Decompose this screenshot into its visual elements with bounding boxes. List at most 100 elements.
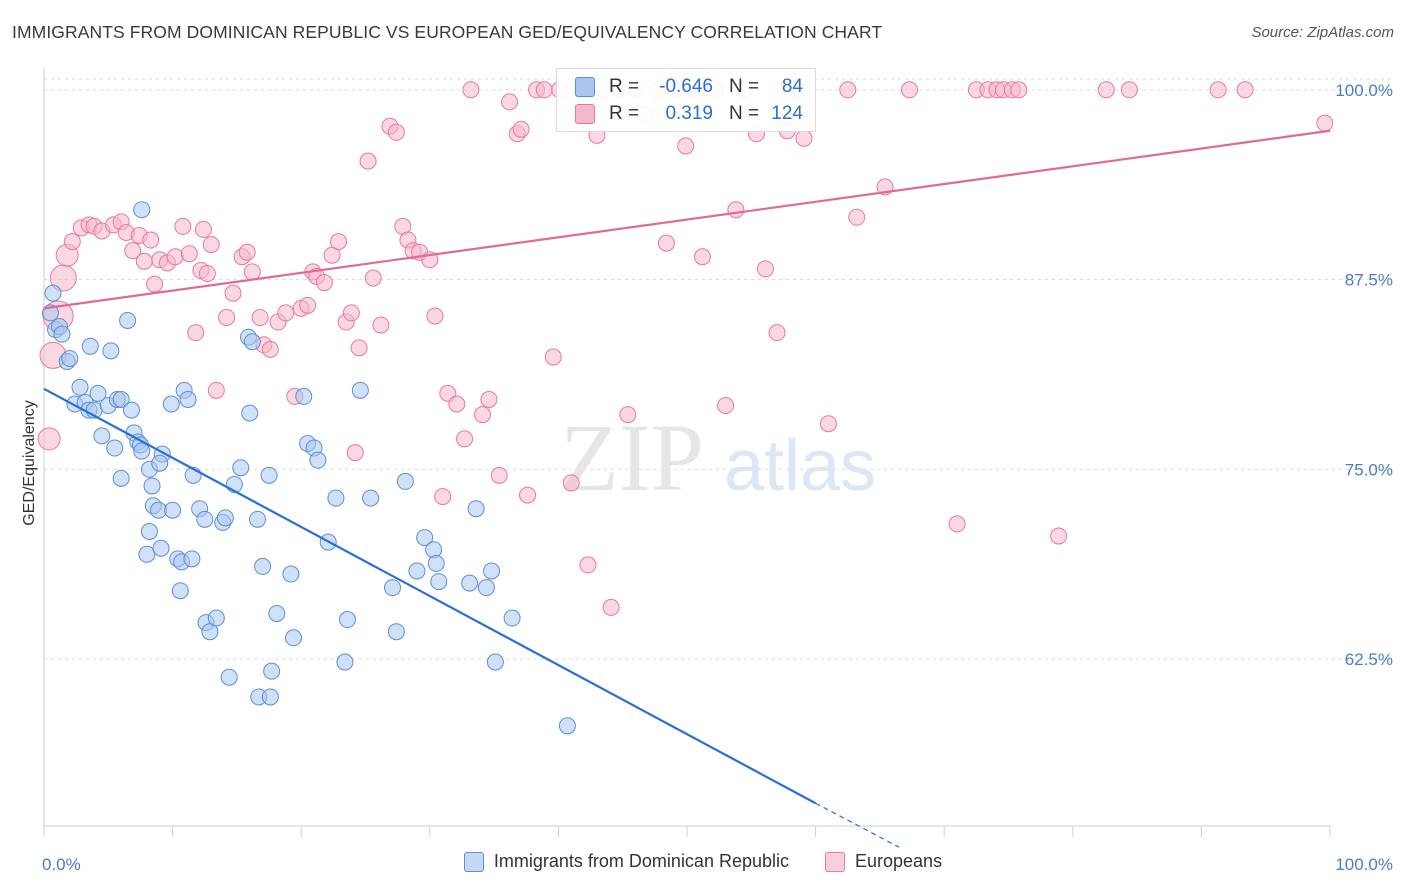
y-tick-label: 100.0% — [1335, 81, 1393, 100]
data-point — [149, 501, 167, 519]
stats-r-value: 0.319 — [665, 103, 713, 124]
data-point — [260, 466, 278, 484]
stats-n-value: 124 — [771, 103, 803, 124]
data-point — [261, 340, 279, 358]
stats-swatch-blue — [575, 77, 595, 97]
data-point — [329, 233, 347, 251]
data-point — [727, 201, 745, 219]
data-point — [579, 556, 597, 574]
data-point — [196, 510, 214, 528]
data-point — [102, 342, 120, 360]
data-point — [179, 390, 197, 408]
data-point — [503, 609, 521, 627]
data-point — [372, 316, 390, 334]
data-point — [187, 324, 205, 342]
data-point — [277, 304, 295, 322]
data-point — [467, 500, 485, 518]
data-point — [1050, 527, 1068, 545]
data-point — [948, 515, 966, 533]
data-point — [112, 469, 130, 487]
stats-n-label: N = — [729, 103, 760, 124]
data-point — [224, 284, 242, 302]
data-point — [416, 529, 434, 547]
legend-item-europeans[interactable]: Europeans — [825, 851, 942, 872]
stats-row-dominican: R = -0.646 N = 84 — [557, 73, 815, 101]
trend-line-dominican-extension — [815, 802, 900, 848]
data-point — [512, 120, 530, 138]
stats-box: R = -0.646 N = 84 R = 0.319 N = 124 — [556, 68, 816, 132]
trend-line-europeans — [43, 129, 1331, 310]
data-point — [268, 604, 286, 622]
data-point — [263, 662, 281, 680]
x-tick-label: 100.0% — [1335, 855, 1393, 874]
chart-title: IMMIGRANTS FROM DOMINICAN REPUBLIC VS EU… — [12, 22, 883, 42]
data-point — [558, 717, 576, 735]
data-point — [238, 243, 256, 261]
data-point — [138, 545, 156, 563]
stats-n-label: N = — [729, 76, 760, 97]
data-point — [338, 611, 356, 629]
data-point — [133, 201, 151, 219]
data-point — [133, 442, 151, 460]
data-point — [384, 579, 402, 597]
data-point — [387, 623, 405, 641]
data-point — [171, 582, 189, 600]
data-point — [162, 395, 180, 413]
data-point — [63, 233, 81, 251]
data-point — [37, 427, 61, 451]
data-point — [351, 381, 369, 399]
legend-label: Immigrants from Dominican Republic — [493, 851, 789, 871]
data-point — [119, 312, 137, 330]
data-point — [501, 93, 519, 111]
stats-n-value: 84 — [781, 76, 803, 97]
data-point — [544, 348, 562, 366]
y-tick-label: 75.0% — [1345, 460, 1393, 479]
data-point — [284, 629, 302, 647]
data-point — [480, 390, 498, 408]
data-point — [124, 242, 142, 260]
data-point — [362, 489, 380, 507]
data-point — [448, 395, 466, 413]
data-point — [106, 439, 124, 457]
legend-label: Europeans — [855, 851, 943, 871]
data-point — [241, 404, 259, 422]
legend-item-dominican[interactable]: Immigrants from Dominican Republic — [463, 851, 789, 872]
data-point — [1316, 114, 1334, 132]
data-point — [483, 562, 501, 580]
data-point — [152, 539, 170, 557]
data-point — [1236, 81, 1254, 99]
data-point — [717, 397, 735, 415]
stats-r-label: R = — [609, 76, 640, 97]
data-point — [164, 501, 182, 519]
data-point — [336, 653, 354, 671]
data-point — [462, 81, 480, 99]
data-point — [220, 668, 238, 686]
data-point — [89, 384, 107, 402]
data-point — [900, 81, 918, 99]
data-point — [315, 274, 333, 292]
data-point — [474, 406, 492, 424]
watermark-atlas: atlas — [724, 426, 876, 506]
data-point — [282, 565, 300, 583]
data-point — [657, 234, 675, 252]
data-point — [151, 454, 169, 472]
data-point — [243, 263, 261, 281]
data-point — [619, 406, 637, 424]
data-point — [81, 337, 99, 355]
data-point — [426, 307, 444, 325]
data-point — [364, 269, 382, 287]
data-point — [323, 246, 341, 264]
data-point — [135, 252, 153, 270]
legend-swatch-blue — [463, 851, 484, 872]
data-point — [218, 308, 236, 326]
data-point — [53, 325, 71, 343]
data-point — [207, 609, 225, 627]
data-point — [112, 390, 130, 408]
watermark: ZIP atlas — [560, 404, 876, 511]
x-tick-label: 0.0% — [42, 855, 81, 874]
data-point — [839, 81, 857, 99]
data-point — [430, 573, 448, 591]
data-point — [819, 415, 837, 433]
stats-row-europeans: R = 0.319 N = 124 — [557, 100, 815, 128]
data-point — [535, 81, 553, 99]
